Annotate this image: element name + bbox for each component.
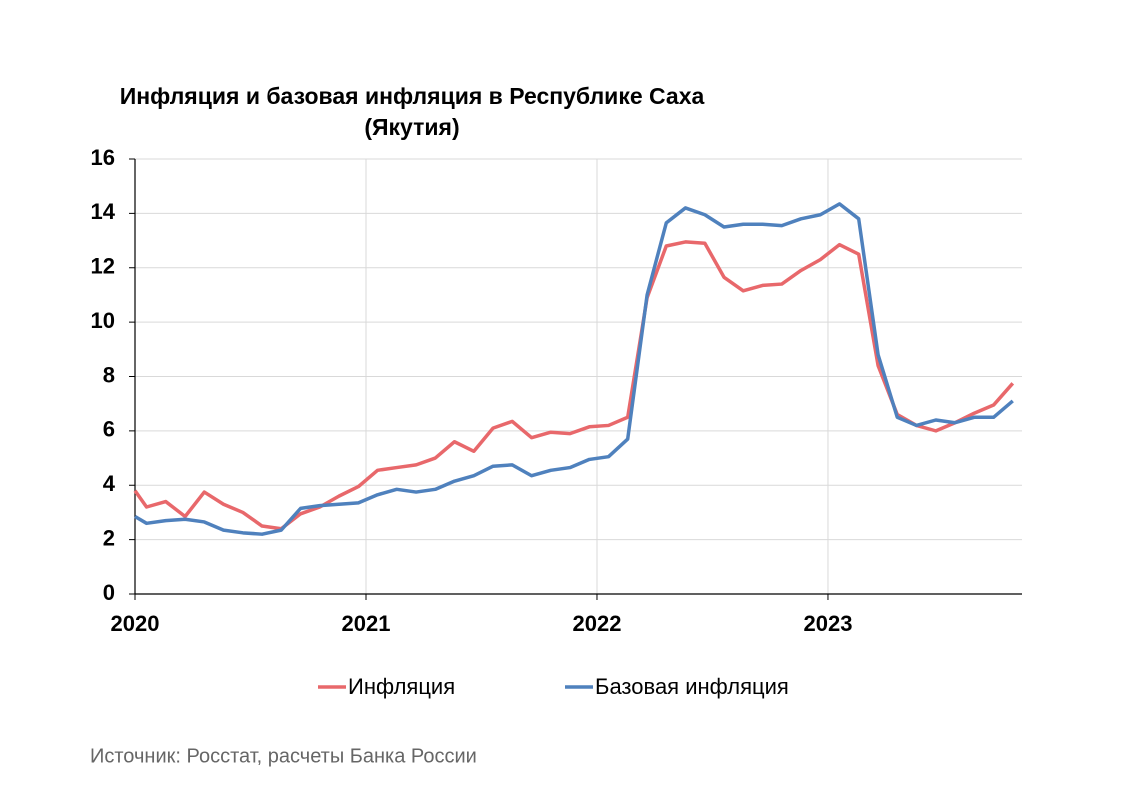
- y-tick-label: 2: [103, 525, 115, 550]
- x-tick-label: 2022: [573, 611, 622, 636]
- y-tick-label: 6: [103, 417, 115, 442]
- y-tick-label: 12: [91, 254, 115, 279]
- y-tick-label: 0: [103, 580, 115, 605]
- line-series: [134, 202, 1014, 536]
- line-series: [133, 240, 1015, 531]
- y-tick-label: 10: [91, 308, 115, 333]
- x-tick-label: 2020: [111, 611, 160, 636]
- x-tick-label: 2023: [803, 611, 852, 636]
- chart-subtitle: (Якутия): [364, 114, 459, 140]
- y-tick-label: 4: [103, 471, 116, 496]
- y-tick-label: 14: [91, 199, 116, 224]
- legend-label: Базовая инфляция: [595, 674, 789, 699]
- x-tick-label: 2021: [342, 611, 391, 636]
- y-tick-label: 16: [91, 145, 115, 170]
- source-note: Источник: Росстат, расчеты Банка России: [90, 745, 477, 767]
- chart-title: Инфляция и базовая инфляция в Республике…: [120, 83, 705, 109]
- y-tick-label: 8: [103, 362, 115, 387]
- legend-label: Инфляция: [348, 674, 455, 699]
